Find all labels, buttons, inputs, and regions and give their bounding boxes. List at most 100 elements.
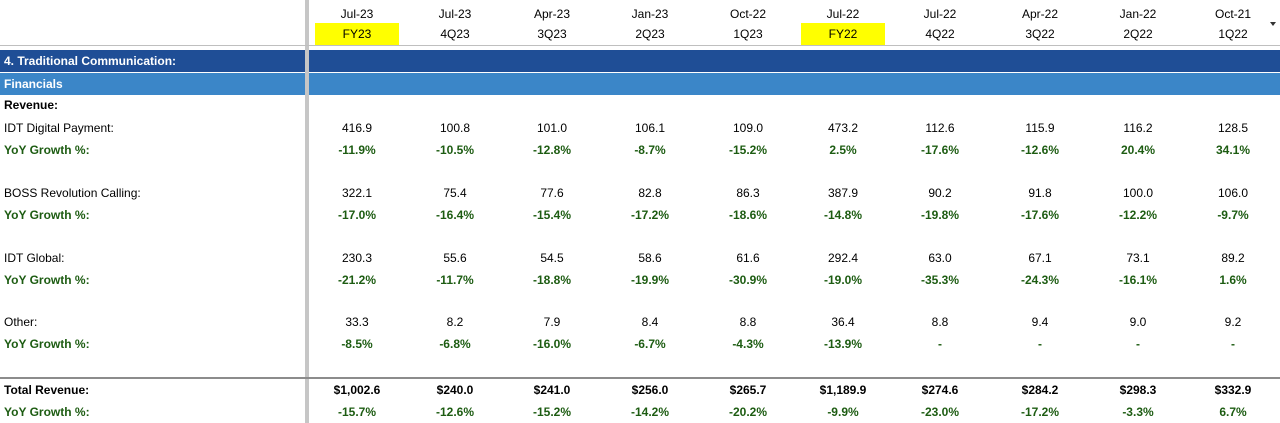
value-cell[interactable]: 82.8: [638, 186, 662, 200]
growth-cell[interactable]: -10.5%: [435, 143, 475, 157]
value-cell[interactable]: 109.0: [732, 121, 764, 135]
value-cell[interactable]: 473.2: [827, 121, 859, 135]
value-cell[interactable]: 9.2: [1224, 315, 1242, 329]
growth-cell[interactable]: -17.2%: [630, 208, 670, 222]
column-fiscal-header[interactable]: 1Q22: [1218, 27, 1248, 41]
column-fiscal-header[interactable]: 2Q22: [1123, 27, 1153, 41]
value-cell[interactable]: $256.0: [631, 383, 669, 397]
growth-cell[interactable]: -23.0%: [920, 405, 960, 419]
growth-cell[interactable]: -8.7%: [634, 143, 666, 157]
value-cell[interactable]: 91.8: [1028, 186, 1052, 200]
value-cell[interactable]: 54.5: [540, 251, 564, 265]
value-cell[interactable]: $284.2: [1021, 383, 1059, 397]
growth-cell[interactable]: -15.7%: [337, 405, 377, 419]
column-fiscal-header[interactable]: FY22: [801, 23, 885, 45]
column-period-header[interactable]: Jul-23: [340, 7, 374, 21]
value-cell[interactable]: 106.1: [634, 121, 666, 135]
growth-cell[interactable]: -6.8%: [439, 337, 471, 351]
growth-cell[interactable]: -9.9%: [827, 405, 859, 419]
value-cell[interactable]: $240.0: [436, 383, 474, 397]
column-period-header[interactable]: Jan-22: [1119, 7, 1157, 21]
filter-dropdown-icon[interactable]: [1270, 22, 1276, 26]
growth-cell[interactable]: 2.5%: [829, 143, 857, 157]
growth-cell[interactable]: -16.4%: [435, 208, 475, 222]
growth-cell[interactable]: -24.3%: [1020, 273, 1060, 287]
value-cell[interactable]: 55.6: [443, 251, 467, 265]
value-cell[interactable]: $1,002.6: [333, 383, 381, 397]
growth-cell[interactable]: 1.6%: [1219, 273, 1247, 287]
growth-cell[interactable]: -12.8%: [532, 143, 572, 157]
value-cell[interactable]: 9.4: [1031, 315, 1049, 329]
growth-cell[interactable]: 6.7%: [1219, 405, 1247, 419]
column-period-header[interactable]: Jul-22: [923, 7, 957, 21]
growth-cell[interactable]: -18.6%: [728, 208, 768, 222]
growth-cell[interactable]: -17.2%: [1020, 405, 1060, 419]
growth-cell[interactable]: -: [1136, 337, 1140, 351]
growth-cell[interactable]: -4.3%: [732, 337, 764, 351]
value-cell[interactable]: 115.9: [1025, 121, 1055, 135]
value-cell[interactable]: $265.7: [729, 383, 767, 397]
growth-cell[interactable]: -19.0%: [823, 273, 863, 287]
growth-cell[interactable]: -20.2%: [728, 405, 768, 419]
growth-cell[interactable]: -: [938, 337, 942, 351]
growth-cell[interactable]: 20.4%: [1120, 143, 1156, 157]
value-cell[interactable]: 292.4: [827, 251, 859, 265]
column-period-header[interactable]: Apr-22: [1021, 7, 1059, 21]
value-cell[interactable]: 8.8: [931, 315, 949, 329]
value-cell[interactable]: 8.4: [641, 315, 659, 329]
value-cell[interactable]: 86.3: [736, 186, 760, 200]
growth-cell[interactable]: -15.2%: [532, 405, 572, 419]
growth-cell[interactable]: -16.1%: [1118, 273, 1158, 287]
growth-cell[interactable]: -35.3%: [920, 273, 960, 287]
value-cell[interactable]: 128.5: [1217, 121, 1249, 135]
column-period-header[interactable]: Apr-23: [533, 7, 571, 21]
column-fiscal-header[interactable]: 3Q23: [537, 27, 567, 41]
growth-cell[interactable]: -15.2%: [728, 143, 768, 157]
value-cell[interactable]: 73.1: [1126, 251, 1150, 265]
growth-cell[interactable]: -11.7%: [436, 273, 474, 287]
growth-cell[interactable]: -8.5%: [341, 337, 373, 351]
growth-cell[interactable]: -14.8%: [823, 208, 863, 222]
value-cell[interactable]: 75.4: [443, 186, 467, 200]
value-cell[interactable]: 416.9: [341, 121, 373, 135]
growth-cell[interactable]: -19.8%: [920, 208, 960, 222]
column-period-header[interactable]: Jul-23: [438, 7, 472, 21]
growth-cell[interactable]: -9.7%: [1217, 208, 1249, 222]
value-cell[interactable]: 101.0: [536, 121, 568, 135]
value-cell[interactable]: 322.1: [341, 186, 373, 200]
column-fiscal-header[interactable]: 1Q23: [733, 27, 763, 41]
growth-cell[interactable]: -: [1231, 337, 1235, 351]
growth-cell[interactable]: -3.3%: [1122, 405, 1154, 419]
value-cell[interactable]: $1,189.9: [819, 383, 867, 397]
growth-cell[interactable]: -6.7%: [634, 337, 666, 351]
value-cell[interactable]: 8.2: [446, 315, 464, 329]
value-cell[interactable]: $298.3: [1119, 383, 1157, 397]
growth-cell[interactable]: -12.6%: [1020, 143, 1060, 157]
value-cell[interactable]: 8.8: [739, 315, 757, 329]
value-cell[interactable]: $241.0: [533, 383, 571, 397]
column-fiscal-header[interactable]: 2Q23: [635, 27, 665, 41]
value-cell[interactable]: 90.2: [928, 186, 952, 200]
column-period-header[interactable]: Jan-23: [631, 7, 669, 21]
growth-cell[interactable]: -30.9%: [728, 273, 768, 287]
column-period-header[interactable]: Oct-22: [729, 7, 766, 21]
column-fiscal-header[interactable]: 4Q23: [440, 27, 470, 41]
value-cell[interactable]: 112.6: [925, 121, 955, 135]
value-cell[interactable]: 77.6: [540, 186, 564, 200]
value-cell[interactable]: 116.2: [1123, 121, 1153, 135]
growth-cell[interactable]: -12.2%: [1118, 208, 1158, 222]
value-cell[interactable]: 100.0: [1122, 186, 1154, 200]
value-cell[interactable]: 36.4: [831, 315, 855, 329]
column-fiscal-header[interactable]: FY23: [315, 23, 399, 45]
column-period-header[interactable]: Oct-21: [1214, 7, 1251, 21]
growth-cell[interactable]: 34.1%: [1215, 143, 1251, 157]
growth-cell[interactable]: -19.9%: [630, 273, 670, 287]
value-cell[interactable]: 61.6: [736, 251, 760, 265]
column-period-header[interactable]: Jul-22: [826, 7, 860, 21]
value-cell[interactable]: 9.0: [1129, 315, 1147, 329]
growth-cell[interactable]: -12.6%: [435, 405, 475, 419]
value-cell[interactable]: 89.2: [1221, 251, 1245, 265]
value-cell[interactable]: 7.9: [543, 315, 561, 329]
value-cell[interactable]: 58.6: [638, 251, 662, 265]
value-cell[interactable]: 100.8: [439, 121, 471, 135]
